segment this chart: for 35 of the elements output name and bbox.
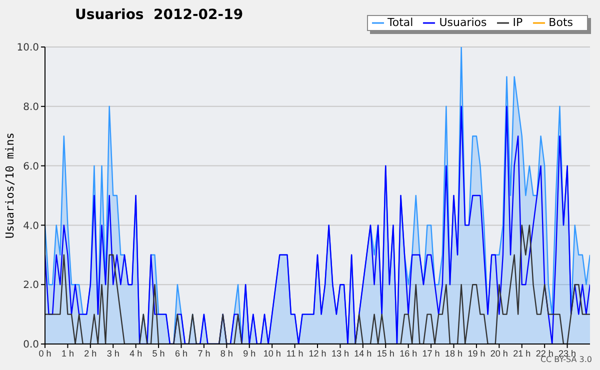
y-axis-title: Usuarios/10 mins (4, 132, 16, 238)
x-tick-label: 7 h (198, 348, 210, 358)
x-tick-label: 5 h (152, 348, 165, 358)
legend-label: Bots (548, 16, 573, 29)
x-tick-label: 17 h (422, 348, 440, 358)
x-tick-label: 0 h (38, 348, 52, 358)
x-tick-label: 16 h (400, 348, 418, 358)
y-tick-label: 2.0 (23, 280, 39, 292)
x-tick-label: 19 h (468, 348, 486, 358)
x-tick-label: 2 h (84, 348, 97, 358)
x-tick-label: 12 h (308, 348, 326, 358)
x-tick-label: 10 h (263, 348, 281, 358)
legend-label: Total (388, 16, 414, 29)
x-tick-label: 6 h (174, 348, 188, 358)
legend-label: Usuarios (439, 16, 487, 29)
x-tick-label: 18 h (444, 348, 463, 358)
chart-title: Usuarios 2012-02-19 (75, 7, 244, 23)
y-tick-label: 4.0 (23, 220, 39, 232)
x-tick-label: 4 h (130, 348, 142, 358)
x-tick-label: 15 h (376, 348, 394, 358)
x-tick-label: 13 h (331, 348, 349, 358)
y-tick-label: 10.0 (16, 42, 39, 54)
x-tick-label: 8 h (220, 348, 233, 358)
y-tick-label: 0.0 (23, 340, 39, 351)
y-tick-label: 6.0 (23, 161, 39, 172)
legend-label: IP (512, 16, 523, 29)
x-tick-label: 20 h (490, 348, 508, 358)
x-tick-label: 14 h (354, 348, 372, 358)
x-tick-label: 21 h (513, 348, 531, 358)
text: CC BY-SA 3.0 (540, 355, 592, 364)
x-tick-label: 1 h (61, 348, 74, 358)
x-tick-label: 3 h (106, 348, 120, 358)
x-tick-label: 9 h (243, 348, 256, 358)
y-tick-label: 8.0 (23, 102, 39, 113)
x-tick-label: 11 h (286, 348, 304, 358)
